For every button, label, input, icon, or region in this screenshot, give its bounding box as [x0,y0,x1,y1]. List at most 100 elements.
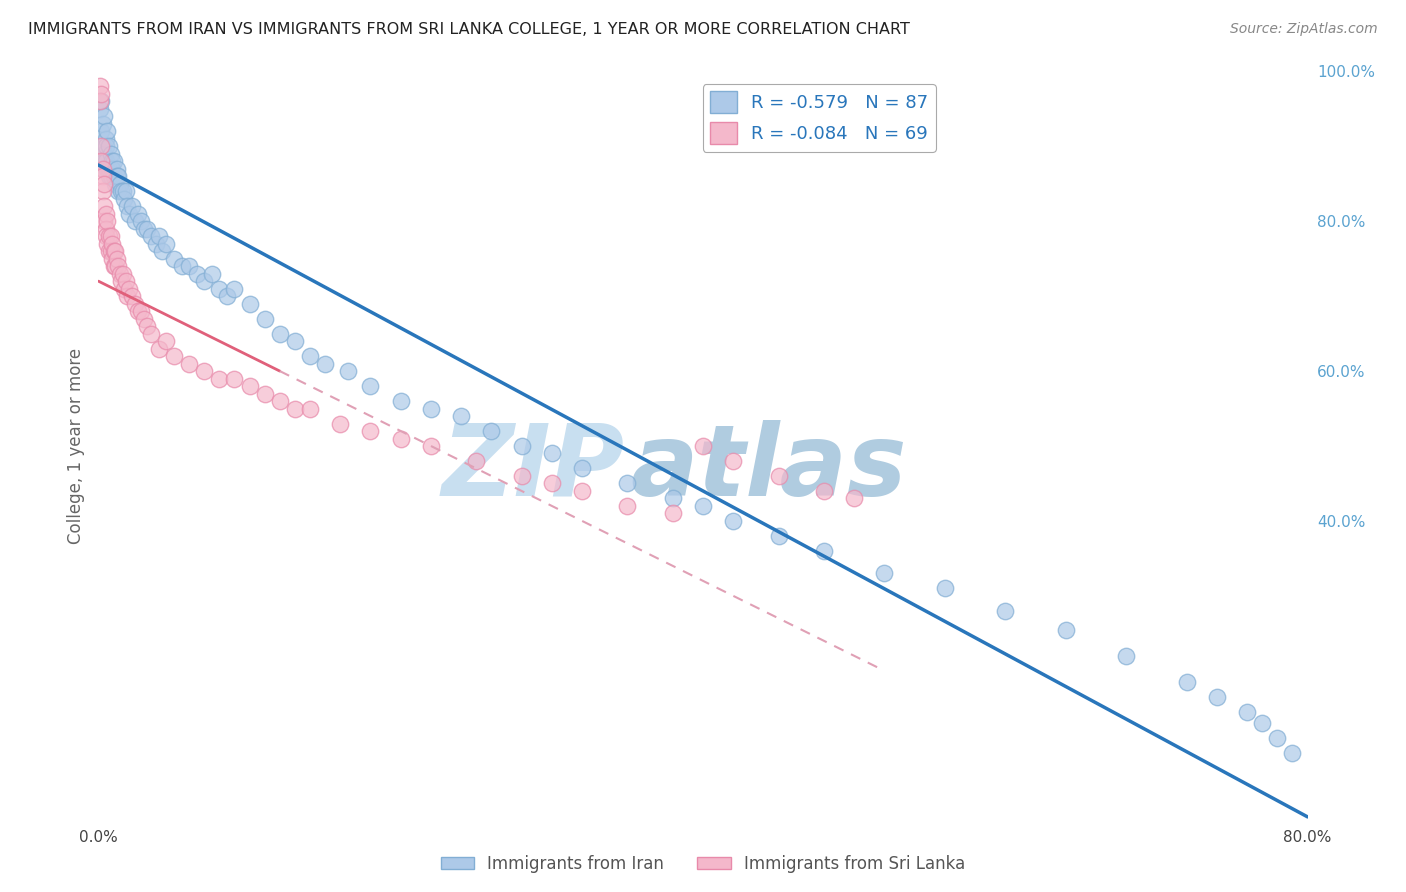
Point [96,236,118,251]
Point [155,334,177,348]
Point [91,139,114,153]
Text: IMMIGRANTS FROM IRAN VS IMMIGRANTS FROM SRI LANKA COLLEGE, 1 YEAR OR MORE CORREL: IMMIGRANTS FROM IRAN VS IMMIGRANTS FROM … [28,22,910,37]
Point [124,296,146,310]
Point [110,184,132,198]
Point [91,184,114,198]
Point [98,169,121,184]
Point [127,207,149,221]
Point [186,267,208,281]
Point [103,244,125,259]
Text: atlas: atlas [630,420,907,517]
Point [768,469,790,483]
Point [114,184,136,198]
Point [934,582,956,596]
Point [1175,675,1198,690]
Point [661,507,683,521]
Point [93,199,115,213]
Point [616,499,638,513]
Point [93,109,115,123]
Point [224,371,246,385]
Point [89,102,111,116]
Point [90,154,112,169]
Point [101,252,124,266]
Point [91,169,114,184]
Point [103,259,125,273]
Point [299,349,322,363]
Point [94,154,117,169]
Point [90,87,112,101]
Point [336,364,359,378]
Point [141,326,163,341]
Point [111,267,134,281]
Point [481,424,503,438]
Point [465,454,488,468]
Point [101,154,124,169]
Point [112,192,135,206]
Point [94,139,117,153]
Point [98,229,121,244]
Point [94,229,117,244]
Point [269,326,291,341]
Legend: Immigrants from Iran, Immigrants from Sri Lanka: Immigrants from Iran, Immigrants from Sr… [434,848,972,880]
Point [103,154,125,169]
Point [135,319,157,334]
Point [389,394,412,409]
Point [105,252,128,266]
Point [100,229,122,244]
Point [107,184,129,198]
Legend: R = -0.579   N = 87, R = -0.084   N = 69: R = -0.579 N = 87, R = -0.084 N = 69 [703,84,936,152]
Point [104,259,127,273]
Point [108,177,131,191]
Point [314,357,336,371]
Point [1251,716,1274,731]
Point [661,491,683,506]
Point [124,214,146,228]
Point [100,146,122,161]
Point [105,169,128,184]
Point [284,334,307,348]
Point [98,161,121,176]
Point [100,169,122,184]
Point [994,604,1017,618]
Point [420,439,443,453]
Point [540,476,562,491]
Point [108,267,131,281]
Point [115,199,138,213]
Point [510,439,533,453]
Point [111,184,134,198]
Point [90,95,112,109]
Point [813,544,835,558]
Point [170,259,193,273]
Point [510,469,533,483]
Point [360,379,382,393]
Point [129,304,152,318]
Point [118,207,141,221]
Point [692,439,714,453]
Point [239,296,262,310]
Point [104,177,127,191]
Point [93,177,115,191]
Point [121,199,143,213]
Point [723,454,745,468]
Point [269,394,291,409]
Point [90,124,112,138]
Point [118,282,141,296]
Point [93,146,115,161]
Point [121,289,143,303]
Point [540,446,562,460]
Point [145,236,167,251]
Point [96,124,118,138]
Text: Source: ZipAtlas.com: Source: ZipAtlas.com [1230,22,1378,37]
Point [239,379,262,393]
Point [420,401,443,416]
Point [110,274,132,288]
Point [571,483,593,498]
Point [163,349,186,363]
Point [193,274,215,288]
Point [105,161,128,176]
Point [299,401,322,416]
Point [101,161,124,176]
Point [179,357,201,371]
Point [813,483,835,498]
Point [114,274,136,288]
